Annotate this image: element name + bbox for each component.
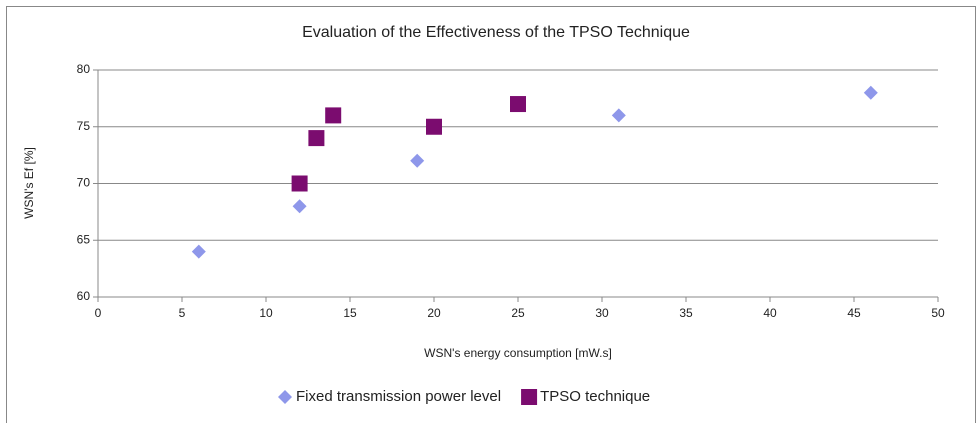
legend: Fixed transmission power level TPSO techn…: [278, 388, 650, 405]
square-marker: [521, 389, 538, 405]
y-tick-label: 60: [77, 289, 91, 303]
x-tick-label: 15: [343, 306, 357, 320]
y-axis-label: WSN's Ef [%]: [22, 147, 36, 219]
x-tick-label: 35: [679, 306, 693, 320]
square-marker: [308, 130, 325, 147]
diamond-marker: [292, 199, 307, 214]
x-tick-label: 30: [595, 306, 609, 320]
diamond-marker: [191, 244, 206, 259]
square-marker: [291, 175, 308, 192]
square-marker: [325, 107, 342, 124]
y-tick-label: 80: [77, 62, 91, 76]
legend-label: TPSO technique: [540, 388, 650, 405]
x-tick-label: 40: [763, 306, 777, 320]
x-tick-label: 25: [511, 306, 525, 320]
diamond-marker: [278, 390, 292, 404]
y-tick-label: 70: [77, 176, 91, 190]
x-tick-label: 45: [847, 306, 861, 320]
chart-title: Evaluation of the Effectiveness of the T…: [302, 24, 690, 41]
diamond-marker: [410, 153, 425, 168]
diamond-marker: [611, 108, 626, 123]
diamond-marker: [863, 85, 878, 100]
y-tick-label: 65: [77, 232, 91, 246]
square-marker: [510, 96, 526, 113]
x-tick-label: 50: [931, 306, 945, 320]
chart-frame: [6, 6, 976, 423]
square-marker: [426, 118, 442, 135]
x-tick-label: 0: [95, 306, 102, 320]
x-axis-label: WSN's energy consumption [mW.s]: [424, 346, 612, 360]
y-tick-label: 75: [77, 119, 91, 133]
x-tick-label: 5: [179, 306, 186, 320]
legend-label: Fixed transmission power level: [296, 388, 501, 405]
x-tick-label: 20: [427, 306, 441, 320]
x-tick-label: 10: [259, 306, 273, 320]
